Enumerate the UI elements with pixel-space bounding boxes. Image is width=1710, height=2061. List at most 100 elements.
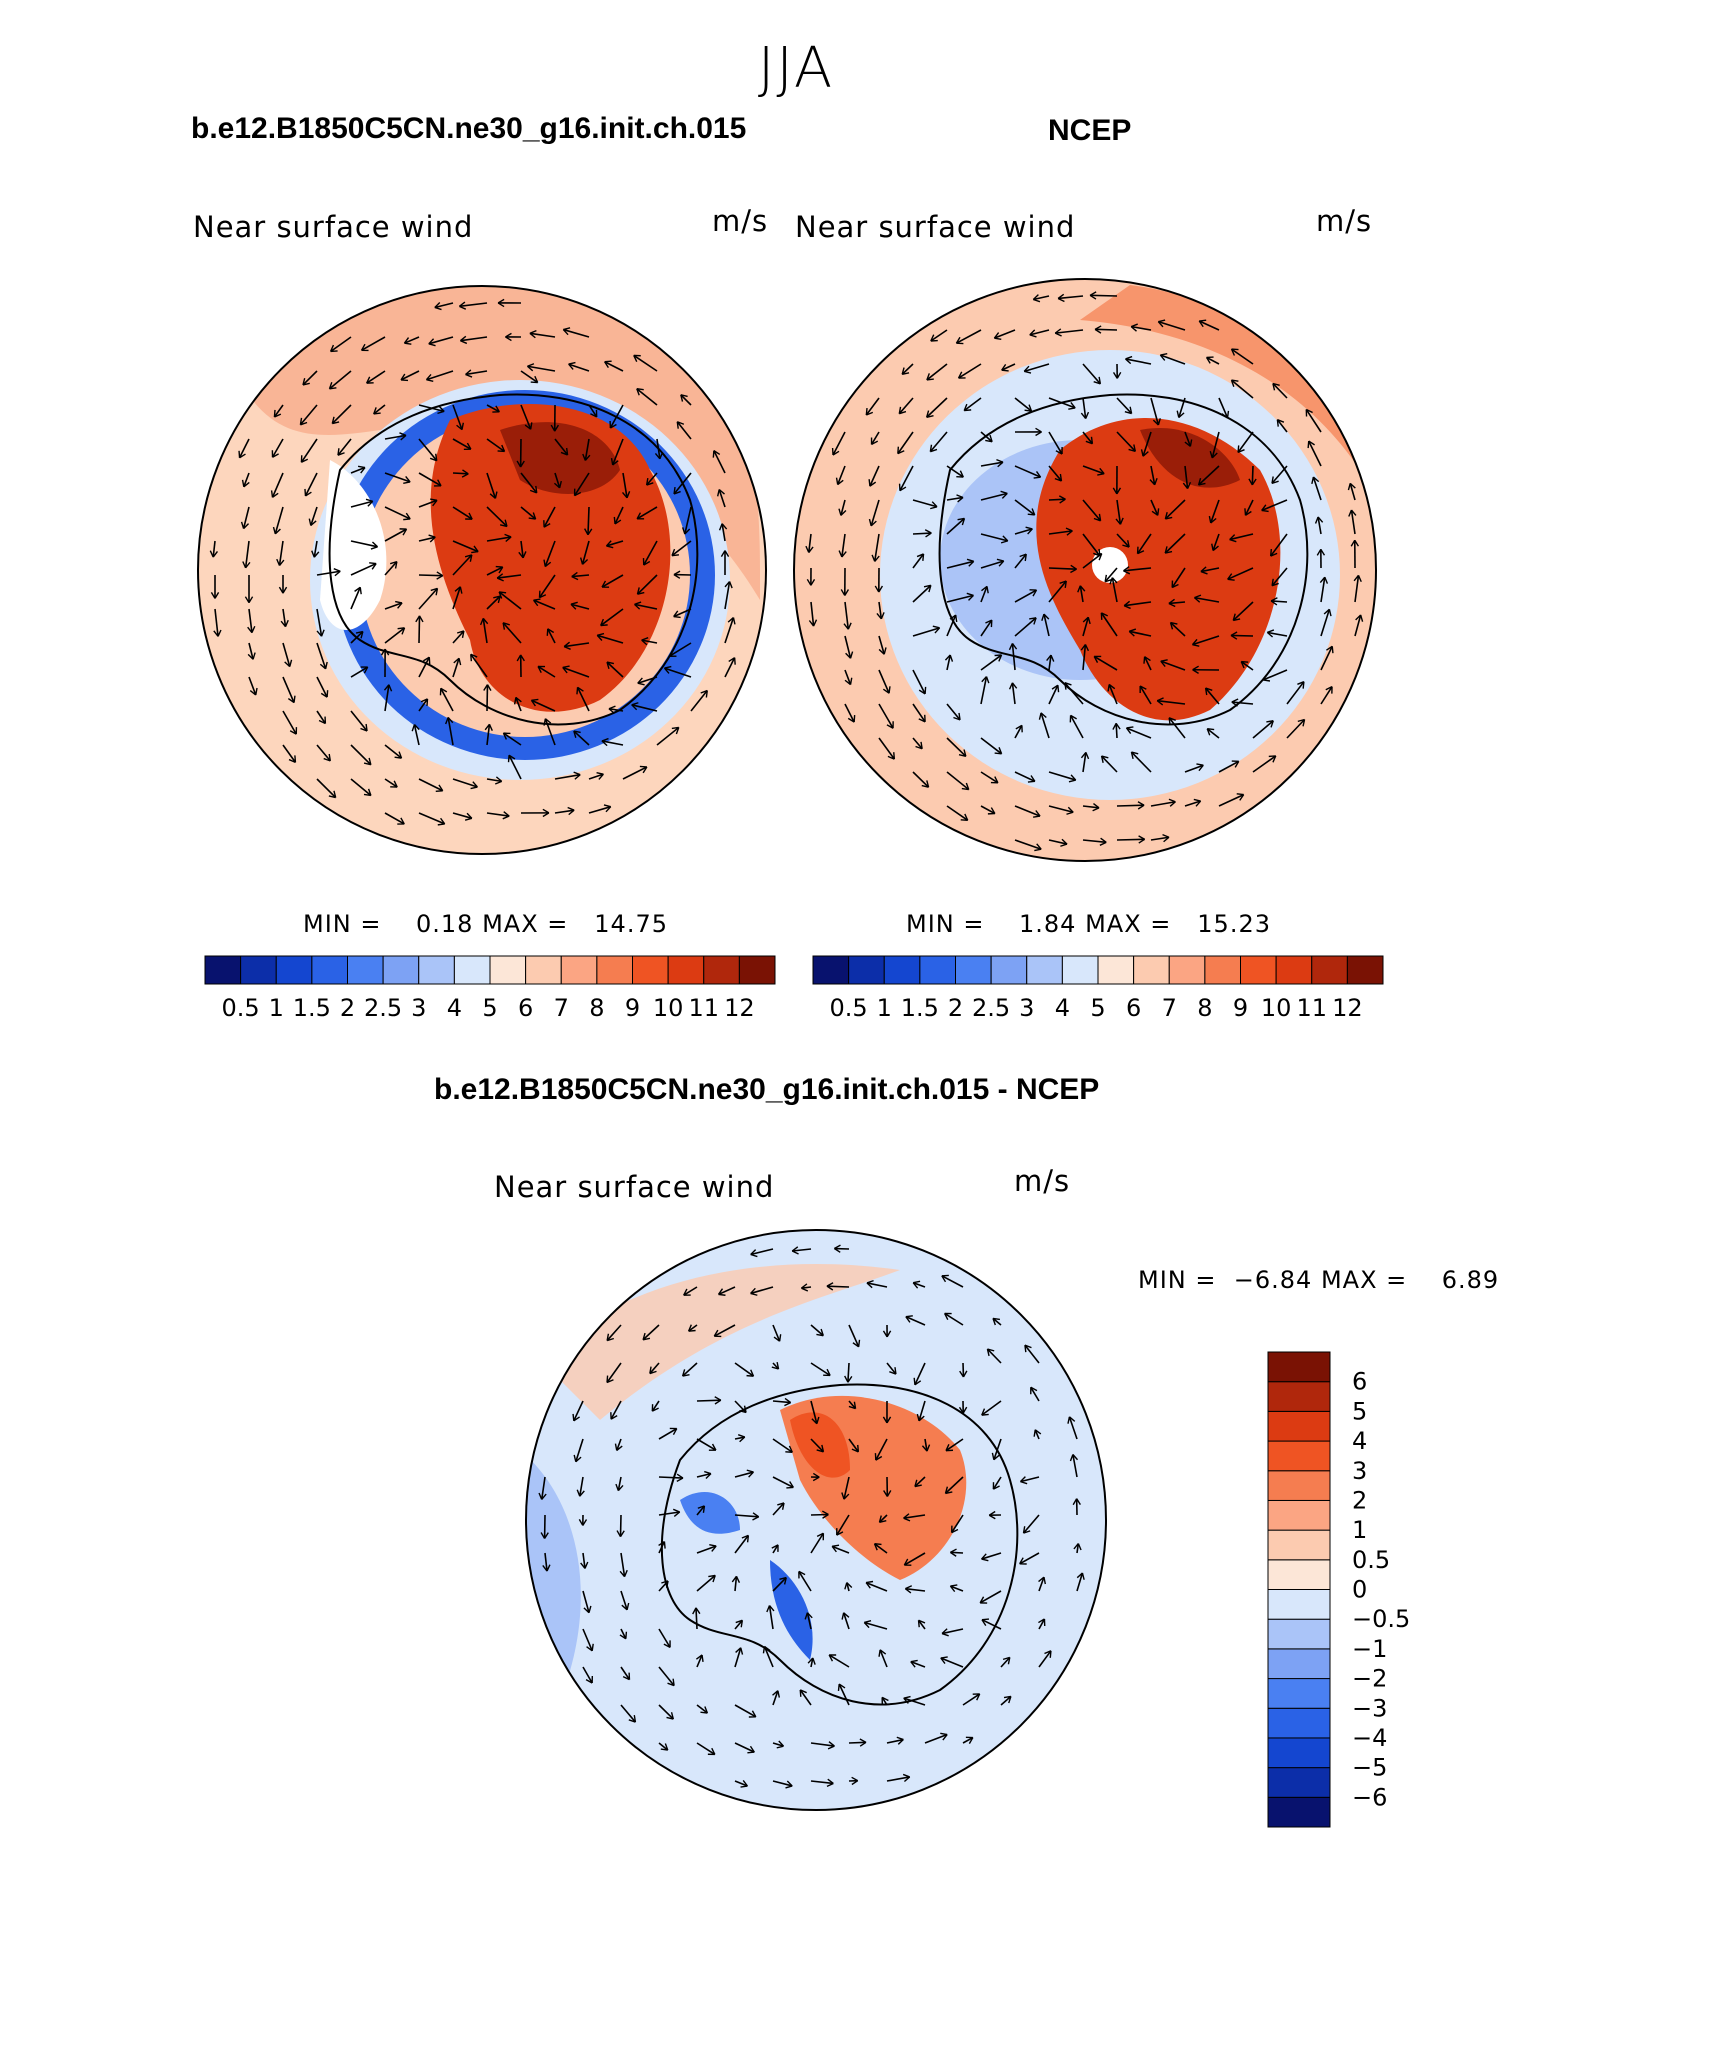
diff-wind-arrow bbox=[806, 1612, 812, 1630]
diff-wind-arrowhead bbox=[619, 1631, 628, 1640]
diff-wind-arrowhead bbox=[992, 1482, 1000, 1490]
diff-colorbar-box bbox=[1267, 1737, 1331, 1769]
obs-wind-arrowhead bbox=[1136, 546, 1145, 555]
diff-wind-arrow bbox=[848, 1438, 860, 1453]
model-wind-arrow bbox=[544, 540, 556, 567]
obs-colorbar-box bbox=[1133, 955, 1170, 985]
diff-wind-arrow bbox=[992, 1476, 1002, 1490]
model-wind-arrowhead bbox=[680, 394, 688, 402]
obs-wind-arrowhead bbox=[1104, 574, 1113, 583]
obs-wind-arrowhead bbox=[1082, 616, 1091, 625]
model-wind-arrowhead bbox=[573, 771, 581, 780]
obs-wind-arrow bbox=[1184, 465, 1189, 489]
diff-colorbar-tick-label: 1 bbox=[1352, 1516, 1367, 1544]
diff-wind-arrow bbox=[879, 1649, 888, 1668]
model-wind-arrow bbox=[273, 404, 284, 418]
diff-units-label: m/s bbox=[1014, 1164, 1071, 1198]
obs-colorbar-tick-label: 5 bbox=[1090, 994, 1105, 1022]
obs-wind-arrowhead bbox=[930, 501, 938, 510]
obs-wind-arrowhead bbox=[1093, 376, 1102, 385]
diff-wind-arrow bbox=[658, 1541, 666, 1554]
model-wind-arrowhead bbox=[323, 753, 331, 762]
diff-wind-arrowhead bbox=[649, 1366, 657, 1375]
diff-colorbar-box bbox=[1267, 1410, 1331, 1442]
model-wind-arrowhead bbox=[247, 625, 256, 634]
diff-wind-arrowhead bbox=[965, 1736, 974, 1744]
model-wind-arrow bbox=[486, 472, 497, 499]
diff-colorbar-tick-label: −3 bbox=[1352, 1694, 1387, 1722]
model-wind-arrow bbox=[721, 523, 726, 542]
obs-wind-arrowhead bbox=[1085, 436, 1094, 445]
model-wind-arrowhead bbox=[403, 337, 412, 345]
diff-wind-arrowhead bbox=[833, 1244, 841, 1253]
diff-wind-arrow bbox=[993, 1438, 1002, 1460]
model-wind-arrowhead bbox=[516, 460, 525, 468]
model-wind-arrow bbox=[384, 561, 398, 576]
model-wind-arrowhead bbox=[671, 726, 680, 735]
diff-wind-arrowhead bbox=[992, 1317, 1001, 1326]
model-wind-arrowhead bbox=[636, 512, 645, 520]
obs-wind-arrowhead bbox=[838, 508, 847, 516]
model-wind-arrowhead bbox=[489, 491, 498, 499]
obs-wind-arrowhead bbox=[956, 470, 964, 478]
diff-wind-arrowhead bbox=[776, 1740, 785, 1749]
obs-wind-arrow bbox=[1194, 596, 1220, 603]
model-wind-arrowhead bbox=[370, 541, 379, 550]
model-wind-arrow bbox=[418, 499, 438, 508]
diff-wind-arrowhead bbox=[902, 1773, 911, 1783]
model-wind-arrowhead bbox=[319, 661, 328, 670]
model-wind-arrowhead bbox=[430, 498, 438, 507]
diff-wind-arrowhead bbox=[940, 1656, 948, 1665]
obs-wind-arrow bbox=[878, 669, 890, 694]
model-wind-arrow bbox=[531, 699, 556, 712]
diff-wind-arrow bbox=[941, 1275, 964, 1288]
diff-wind-arrow bbox=[734, 1534, 750, 1554]
obs-wind-arrow bbox=[912, 499, 938, 508]
obs-wind-arrowhead bbox=[966, 558, 975, 567]
model-wind-arrow bbox=[570, 603, 590, 610]
obs-wind-arrowhead bbox=[1029, 617, 1037, 625]
obs-wind-arrowhead bbox=[1266, 629, 1275, 638]
diff-wind-arrow bbox=[620, 1590, 628, 1611]
model-wind-arrowhead bbox=[363, 757, 372, 766]
model-colorbar-tick-label: 0.5 bbox=[222, 994, 260, 1022]
model-wind-arrow bbox=[604, 361, 624, 372]
model-wind-arrowhead bbox=[436, 571, 444, 580]
obs-wind-arrow bbox=[1270, 533, 1288, 557]
model-wind-arrow bbox=[384, 528, 407, 542]
model-wind-arrow bbox=[452, 812, 473, 820]
diff-wind-arrow bbox=[658, 1666, 675, 1687]
obs-wind-arrowhead bbox=[1200, 566, 1208, 575]
model-wind-arrowhead bbox=[420, 698, 429, 706]
obs-wind-arrow bbox=[926, 397, 948, 418]
model-wind-arrow bbox=[313, 540, 318, 558]
diff-wind-arrowhead bbox=[714, 1396, 722, 1405]
obs-wind-arrow bbox=[844, 703, 855, 723]
obs-wind-arrowhead bbox=[1033, 810, 1041, 818]
obs-wind-arrowhead bbox=[1355, 614, 1364, 622]
diff-wind-arrow bbox=[886, 1362, 897, 1375]
diff-wind-arrowhead bbox=[981, 1408, 989, 1416]
obs-wind-arrow bbox=[930, 329, 948, 342]
model-wind-arrow bbox=[508, 754, 522, 780]
diff-wind-arrow bbox=[616, 1438, 622, 1451]
diff-wind-arrow bbox=[1030, 1386, 1040, 1402]
obs-wind-arrowhead bbox=[1112, 722, 1121, 730]
obs-wind-arrow bbox=[1320, 645, 1333, 671]
obs-wind-arrowhead bbox=[1237, 445, 1245, 454]
diff-wind-arrow bbox=[696, 1574, 716, 1592]
obs-colorbar-tick-label: 8 bbox=[1197, 994, 1212, 1022]
model-wind-arrowhead bbox=[411, 724, 420, 732]
obs-wind-arrow bbox=[1082, 363, 1101, 385]
obs-wind-arrowhead bbox=[1305, 408, 1313, 417]
diff-wind-arrow bbox=[981, 1552, 1002, 1560]
diff-wind-arrowhead bbox=[828, 1654, 837, 1662]
obs-wind-arrow bbox=[1150, 836, 1170, 841]
diff-wind-arrow bbox=[696, 1654, 703, 1668]
model-wind-arrowhead bbox=[373, 407, 381, 415]
diff-wind-arrowhead bbox=[799, 1689, 807, 1697]
diff-wind-arrowhead bbox=[731, 1575, 741, 1583]
obs-wind-arrow bbox=[1116, 533, 1130, 548]
model-wind-arrow bbox=[622, 766, 648, 780]
diff-wind-arrow bbox=[914, 1362, 926, 1386]
